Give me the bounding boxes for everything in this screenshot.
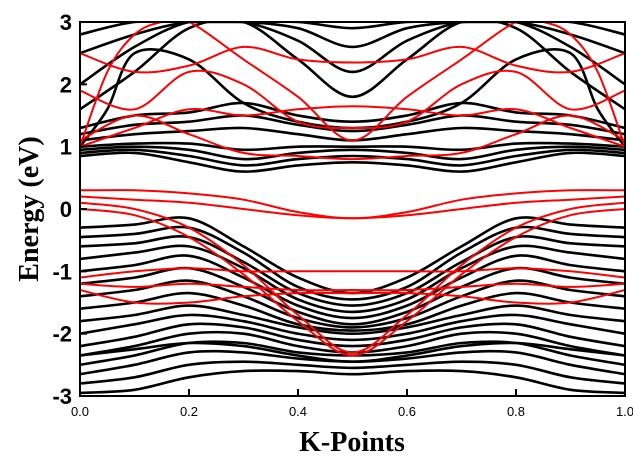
bulk-band-line-19 (80, 145, 625, 161)
x-tick-label: 1.0 (616, 404, 633, 419)
surface-band-line-2 (80, 201, 625, 354)
bulk-bands (80, 22, 625, 395)
x-axis-ticks: 0.0 0.2 0.4 0.6 0.8 1.0 (71, 389, 633, 419)
y-tick-label: 2 (60, 72, 72, 97)
bulk-band-line-26 (80, 22, 625, 86)
bulk-band-line-13 (80, 235, 625, 307)
bulk-band-line-8 (80, 291, 625, 332)
y-tick-label: -1 (52, 259, 72, 284)
bulk-band-line-11 (80, 254, 625, 320)
x-tick-label: 0.0 (71, 404, 89, 419)
surface-band-line-10 (80, 45, 625, 74)
bulk-band-line-25 (80, 22, 625, 111)
surface-band-line-8 (80, 114, 625, 161)
surface-bands (80, 22, 625, 357)
bulk-band-line-28 (80, 22, 625, 36)
bulk-band-line-7 (80, 304, 625, 336)
x-axis-title: K-Points (299, 427, 405, 458)
surface-band-line-9 (80, 69, 625, 130)
x-tick-label: 0.4 (289, 404, 307, 419)
surface-band-line-6 (80, 289, 625, 305)
bulk-band-line-22 (80, 114, 625, 136)
bulk-band-line-27 (80, 22, 625, 55)
y-tick-label: -2 (52, 322, 72, 347)
bulk-band-line-5 (80, 322, 625, 348)
surface-band-line-11 (80, 22, 625, 148)
x-tick-label: 0.8 (507, 404, 525, 419)
y-axis-ticks: -3 -2 -1 0 1 2 3 (52, 10, 87, 409)
bulk-band-line-20 (80, 141, 625, 152)
surface-band-line-3 (80, 208, 625, 357)
bulk-band-line-6 (80, 313, 625, 342)
bulk-band-line-12 (80, 244, 625, 314)
y-axis-title: Energy (eV) (14, 136, 45, 281)
y-tick-label: 1 (60, 135, 72, 160)
y-tick-label: 0 (60, 197, 72, 222)
y-tick-label: -3 (52, 384, 72, 409)
surface-band-line-7 (80, 105, 625, 148)
y-tick-label: 3 (60, 10, 72, 35)
bulk-band-line-17 (80, 151, 625, 173)
bulk-band-line-1 (80, 360, 625, 385)
bulk-band-line-16 (80, 341, 625, 364)
surface-band-line-1 (80, 195, 625, 220)
bulk-band-line-18 (80, 148, 625, 167)
surface-band-line-4 (80, 267, 625, 279)
bulk-band-line-21 (80, 126, 625, 142)
x-tick-label: 0.6 (398, 404, 416, 419)
bulk-band-line-0 (80, 369, 625, 395)
surface-band-line-0 (80, 189, 625, 220)
bulk-band-line-14 (80, 225, 625, 301)
x-tick-label: 0.2 (180, 404, 198, 419)
bulk-band-line-9 (80, 279, 625, 329)
surface-band-line-5 (80, 282, 625, 292)
